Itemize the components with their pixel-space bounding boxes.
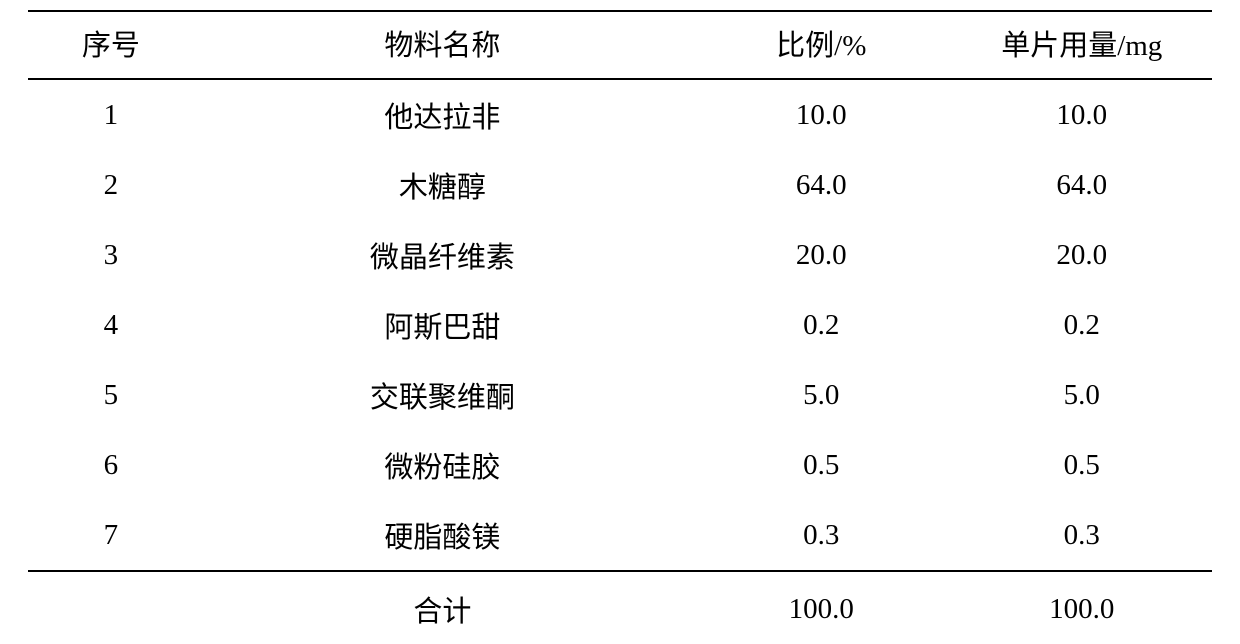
cell-num: 7	[28, 500, 194, 571]
cell-ratio: 20.0	[691, 220, 951, 290]
footer-name: 合计	[194, 571, 691, 644]
header-amount: 单片用量/mg	[952, 11, 1213, 79]
cell-amount: 0.3	[952, 500, 1213, 571]
cell-ratio: 64.0	[691, 150, 951, 220]
cell-num: 6	[28, 430, 194, 500]
cell-ratio: 0.5	[691, 430, 951, 500]
cell-name: 交联聚维酮	[194, 360, 691, 430]
table-row: 5 交联聚维酮 5.0 5.0	[28, 360, 1212, 430]
cell-amount: 20.0	[952, 220, 1213, 290]
cell-amount: 0.5	[952, 430, 1213, 500]
header-num: 序号	[28, 11, 194, 79]
cell-ratio: 0.2	[691, 290, 951, 360]
cell-num: 4	[28, 290, 194, 360]
cell-amount: 64.0	[952, 150, 1213, 220]
table-header-row: 序号 物料名称 比例/% 单片用量/mg	[28, 11, 1212, 79]
table-row: 2 木糖醇 64.0 64.0	[28, 150, 1212, 220]
header-ratio: 比例/%	[691, 11, 951, 79]
cell-name: 硬脂酸镁	[194, 500, 691, 571]
cell-name: 他达拉非	[194, 79, 691, 150]
cell-name: 微粉硅胶	[194, 430, 691, 500]
cell-amount: 0.2	[952, 290, 1213, 360]
table-row: 7 硬脂酸镁 0.3 0.3	[28, 500, 1212, 571]
table-footer-row: 合计 100.0 100.0	[28, 571, 1212, 644]
cell-amount: 10.0	[952, 79, 1213, 150]
formulation-table: 序号 物料名称 比例/% 单片用量/mg 1 他达拉非 10.0 10.0 2 …	[28, 10, 1212, 644]
footer-ratio: 100.0	[691, 571, 951, 644]
cell-amount: 5.0	[952, 360, 1213, 430]
header-name: 物料名称	[194, 11, 691, 79]
table-row: 4 阿斯巴甜 0.2 0.2	[28, 290, 1212, 360]
cell-name: 木糖醇	[194, 150, 691, 220]
cell-num: 5	[28, 360, 194, 430]
cell-name: 阿斯巴甜	[194, 290, 691, 360]
table-row: 3 微晶纤维素 20.0 20.0	[28, 220, 1212, 290]
footer-num	[28, 571, 194, 644]
cell-ratio: 5.0	[691, 360, 951, 430]
table-row: 1 他达拉非 10.0 10.0	[28, 79, 1212, 150]
cell-num: 3	[28, 220, 194, 290]
footer-amount: 100.0	[952, 571, 1213, 644]
cell-num: 2	[28, 150, 194, 220]
cell-name: 微晶纤维素	[194, 220, 691, 290]
table-row: 6 微粉硅胶 0.5 0.5	[28, 430, 1212, 500]
cell-num: 1	[28, 79, 194, 150]
cell-ratio: 10.0	[691, 79, 951, 150]
cell-ratio: 0.3	[691, 500, 951, 571]
